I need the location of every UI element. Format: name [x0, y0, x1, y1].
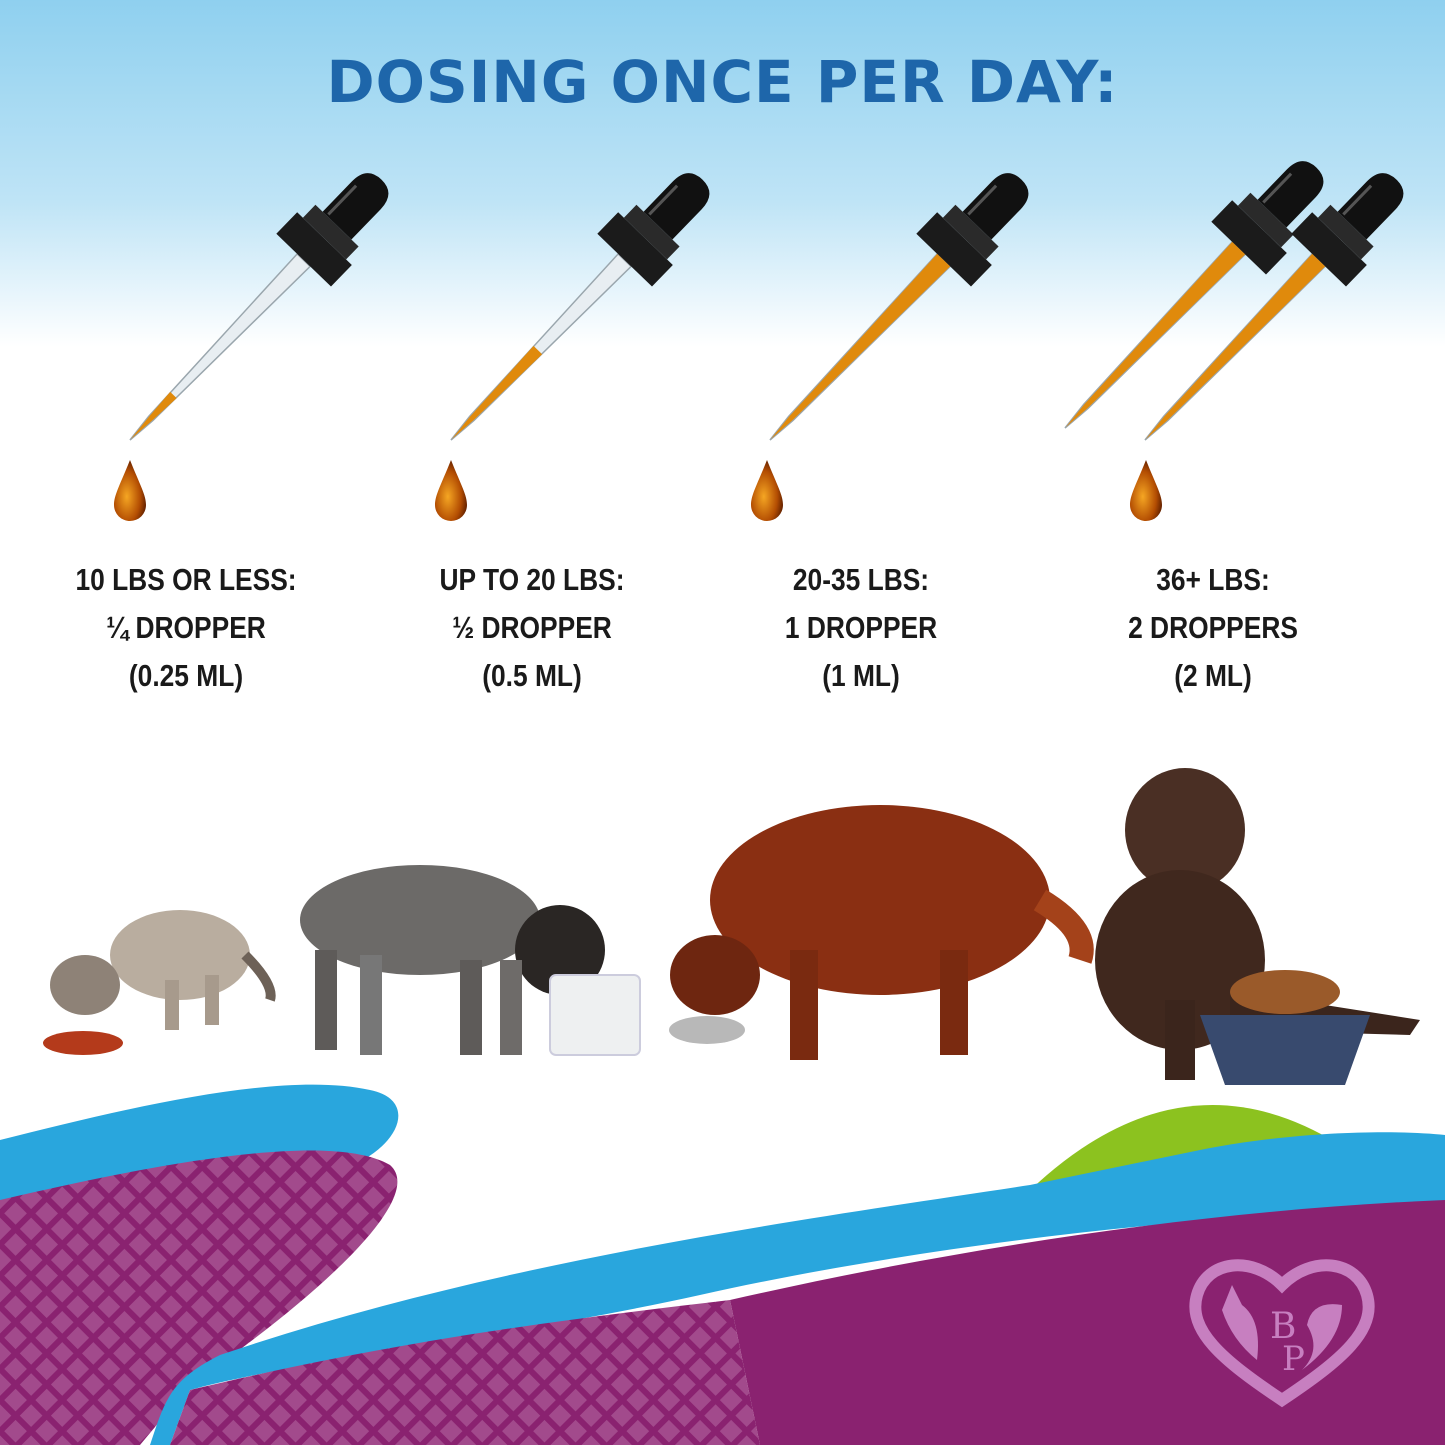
dose-weight: 10 LBS OR LESS: — [75, 562, 297, 597]
dose-column: 36+ LBS: 2 DROPPERS (2 ML) — [1077, 556, 1349, 700]
dose-weight: 20-35 LBS: — [792, 562, 930, 597]
svg-text:P: P — [1282, 1339, 1305, 1379]
oil-drop-icon — [751, 460, 783, 521]
dose-amount: 1 DROPPER — [784, 610, 938, 645]
oil-drop-icons — [114, 460, 1162, 521]
puppy-drinking-illustration — [300, 865, 641, 1056]
setter-dog-eating-illustration — [669, 805, 1094, 1060]
dropper-icon — [741, 151, 1051, 468]
dose-weight: UP TO 20 LBS: — [439, 562, 625, 597]
dose-volume: (0.25 ML) — [128, 658, 244, 693]
dose-amount: ½ DROPPER — [452, 610, 612, 645]
heart-cat-dog-logo: B P — [1189, 1259, 1375, 1408]
dose-amount: 2 DROPPERS — [1128, 610, 1298, 645]
dose-amount: ¼ DROPPER — [106, 610, 266, 645]
dropper-oil-fill — [1145, 253, 1326, 440]
oil-drop-icon — [114, 460, 146, 521]
page-title: DOSING ONCE PER DAY: — [326, 48, 1119, 116]
dropper-oil-fill — [130, 391, 177, 440]
dose-column: 20-35 LBS: 1 DROPPER (1 ML) — [725, 556, 997, 700]
dose-volume: (2 ML) — [1174, 658, 1252, 693]
dose-column: 10 LBS OR LESS: ¼ DROPPER (0.25 ML) — [50, 556, 322, 700]
labrador-lying-illustration — [1095, 768, 1420, 1085]
svg-text:B: B — [1270, 1306, 1296, 1347]
dose-volume: (1 ML) — [822, 658, 900, 693]
dropper-oil-fill — [770, 253, 951, 440]
dose-volume: (0.5 ML) — [482, 658, 582, 693]
dropper-oil-fill — [451, 345, 543, 440]
oil-drop-icon — [1130, 460, 1162, 521]
dropper-icon — [422, 151, 732, 468]
oil-drop-icon — [435, 460, 467, 521]
dropper-icon — [1116, 151, 1426, 468]
dropper-oil-fill — [1065, 241, 1246, 428]
dose-weight: 36+ LBS: — [1156, 562, 1270, 597]
dose-column: UP TO 20 LBS: ½ DROPPER (0.5 ML) — [396, 556, 668, 700]
dropper-icon — [1036, 139, 1346, 456]
dropper-icon — [101, 151, 411, 468]
cat-eating-illustration — [43, 910, 276, 1055]
